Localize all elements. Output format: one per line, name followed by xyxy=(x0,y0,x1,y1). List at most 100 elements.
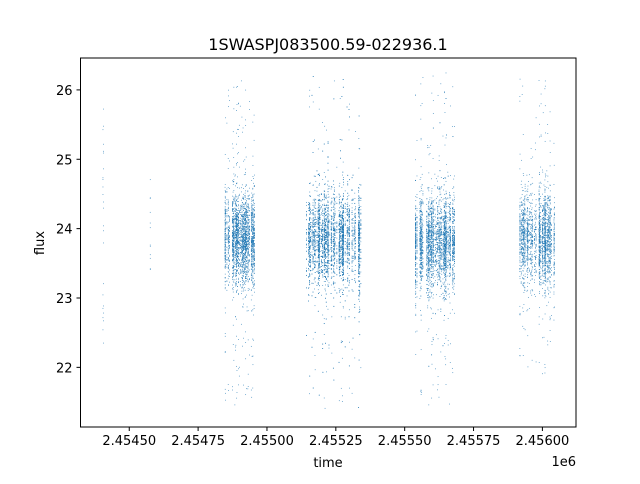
data-point xyxy=(238,226,239,228)
data-point xyxy=(251,241,253,243)
data-point xyxy=(342,242,344,244)
data-point xyxy=(243,204,245,206)
data-point xyxy=(243,384,244,386)
data-point xyxy=(232,147,234,149)
data-point xyxy=(242,242,243,244)
data-point xyxy=(348,207,350,209)
data-point xyxy=(234,261,236,263)
data-point xyxy=(234,246,236,248)
data-point xyxy=(240,206,242,207)
data-point xyxy=(243,337,244,339)
data-point xyxy=(252,236,254,237)
data-point xyxy=(249,210,250,212)
data-point xyxy=(238,195,239,197)
data-point xyxy=(232,242,234,244)
data-point xyxy=(236,223,238,225)
data-point xyxy=(228,251,229,253)
data-point xyxy=(235,247,236,249)
data-point xyxy=(232,273,234,275)
data-point xyxy=(347,232,349,233)
data-point xyxy=(238,227,239,229)
data-point xyxy=(251,220,253,222)
data-point xyxy=(226,266,228,268)
data-point xyxy=(247,266,249,267)
data-point xyxy=(229,235,230,236)
data-point xyxy=(238,234,239,235)
data-point xyxy=(309,250,310,252)
data-point xyxy=(224,229,226,231)
data-point xyxy=(242,258,243,260)
data-point xyxy=(236,218,237,219)
data-point xyxy=(225,191,226,193)
data-point xyxy=(243,246,245,248)
data-point xyxy=(232,245,234,247)
data-point xyxy=(244,227,246,229)
data-point xyxy=(315,296,317,298)
data-point xyxy=(333,238,335,240)
data-point xyxy=(344,279,346,280)
data-point xyxy=(342,226,344,228)
data-point xyxy=(246,255,248,257)
data-point xyxy=(333,233,335,235)
data-point xyxy=(327,276,329,278)
data-point xyxy=(355,270,356,271)
data-point xyxy=(239,243,241,244)
data-point xyxy=(233,253,235,255)
data-point xyxy=(354,241,356,243)
data-point xyxy=(339,226,341,227)
data-point xyxy=(252,266,254,268)
data-point xyxy=(245,331,246,333)
data-point xyxy=(238,187,240,189)
data-point xyxy=(252,269,254,271)
data-point xyxy=(341,248,343,250)
data-point xyxy=(247,227,249,229)
data-point xyxy=(226,236,228,238)
data-point xyxy=(245,234,246,235)
data-point xyxy=(327,210,328,211)
data-point xyxy=(316,221,318,223)
data-point xyxy=(238,217,239,218)
data-point xyxy=(341,256,343,258)
data-point xyxy=(333,286,335,288)
data-point xyxy=(227,278,229,280)
data-point xyxy=(227,271,229,273)
data-point xyxy=(254,214,255,216)
data-point xyxy=(241,232,243,234)
data-point xyxy=(247,204,249,205)
data-point xyxy=(250,275,252,276)
data-point xyxy=(358,295,360,297)
data-point xyxy=(236,143,237,145)
data-point xyxy=(342,284,344,286)
data-point xyxy=(226,259,228,261)
data-point xyxy=(234,231,236,233)
data-point xyxy=(245,394,247,396)
data-point xyxy=(232,255,233,257)
data-point xyxy=(236,271,237,273)
data-point xyxy=(245,236,246,238)
data-point xyxy=(232,180,233,182)
data-point xyxy=(224,351,226,352)
data-point xyxy=(359,148,361,150)
data-point xyxy=(241,232,243,233)
data-point xyxy=(252,242,254,244)
data-point xyxy=(314,288,315,290)
data-point xyxy=(342,236,344,237)
data-point xyxy=(246,229,248,230)
data-point xyxy=(354,253,356,254)
data-point xyxy=(238,221,239,223)
data-point xyxy=(228,389,229,391)
data-point xyxy=(242,286,243,288)
data-point xyxy=(334,210,336,212)
data-point xyxy=(236,262,238,264)
data-point xyxy=(103,143,104,145)
data-point xyxy=(241,220,243,222)
data-point xyxy=(346,233,348,235)
data-point xyxy=(242,258,244,260)
data-point xyxy=(340,387,342,389)
data-point xyxy=(246,244,248,246)
data-point xyxy=(330,229,332,231)
data-point xyxy=(229,276,230,277)
data-point xyxy=(237,228,238,230)
data-point xyxy=(323,207,325,209)
data-point xyxy=(236,224,238,226)
